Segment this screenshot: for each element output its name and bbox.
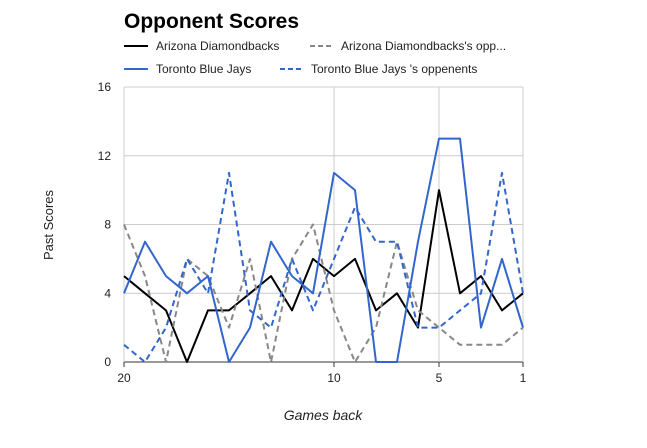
x-axis-title: Games back xyxy=(284,407,364,423)
series-line-1 xyxy=(123,223,524,363)
x-tick-label-0: 20 xyxy=(117,371,131,385)
legend-label-1: Arizona Diamondbacks's opp... xyxy=(341,39,506,53)
legend-label-0: Arizona Diamondbacks xyxy=(156,39,279,53)
x-axis: 20 10 5 1 xyxy=(117,362,527,385)
chart-title: Opponent Scores xyxy=(124,10,299,33)
y-axis: 0 4 8 12 16 xyxy=(98,80,112,369)
y-tick-label-2: 8 xyxy=(104,218,111,232)
series-lines xyxy=(123,137,524,363)
series-line-0 xyxy=(123,189,524,363)
y-axis-title: Past Scores xyxy=(41,189,56,260)
legend-label-3: Toronto Blue Jays 's oppenents xyxy=(311,62,477,76)
y-tick-label-4: 16 xyxy=(98,80,112,94)
y-tick-label-3: 12 xyxy=(98,149,112,163)
series-line-2 xyxy=(123,137,524,363)
legend-label-2: Toronto Blue Jays xyxy=(156,62,251,76)
y-tick-label-0: 0 xyxy=(104,355,111,369)
series-line-3 xyxy=(123,171,524,363)
x-tick-label-1: 10 xyxy=(327,371,341,385)
gridlines xyxy=(123,86,524,363)
x-tick-label-2: 5 xyxy=(436,371,443,385)
x-tick-label-3: 1 xyxy=(520,371,527,385)
y-tick-label-1: 4 xyxy=(104,286,111,300)
legend: Arizona Diamondbacks Arizona Diamondback… xyxy=(124,39,506,76)
